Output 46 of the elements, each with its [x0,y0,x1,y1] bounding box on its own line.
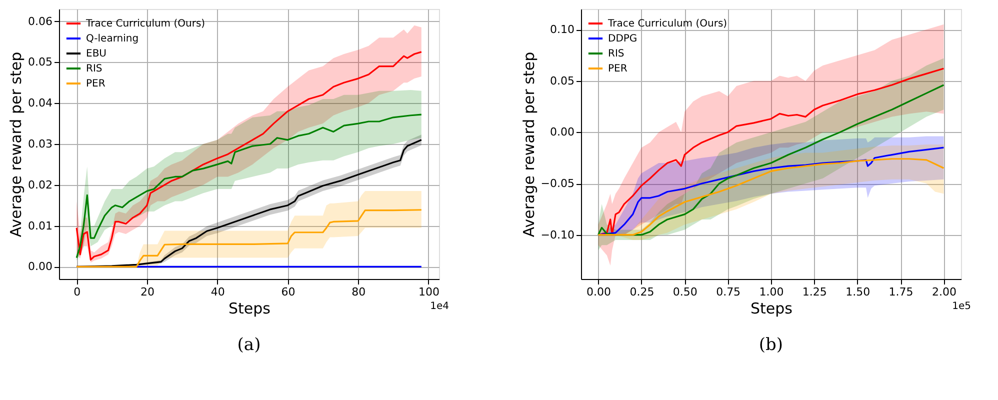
y-tick-label: 0.00 [550,126,574,139]
legend-label: Trace Curriculum (Ours) [85,18,206,30]
x-axis-title: Steps [228,300,271,318]
y-tick-label: 0.06 [28,14,52,28]
legend-label: PER [86,78,106,90]
x-tick-label: 2.00 [932,286,956,298]
legend-label: PER [608,64,628,74]
y-axis-title: Average reward per step [520,52,538,238]
x-tick-label: 1.25 [802,286,827,298]
y-tick-label: 0.02 [28,178,52,192]
text: 1e4 [430,301,449,312]
x-tick-label: 1.75 [888,286,914,298]
line-series [76,209,422,268]
x-tick-label: 0.50 [672,286,698,298]
text: 1e5 [952,301,971,312]
y-tick-label: 0.05 [550,74,574,88]
y-tick-label: 0.03 [28,138,52,150]
y-tick-label: 0.04 [28,96,52,110]
x-tick-label: 1.50 [846,286,870,298]
x-tick-label: 60 [281,286,296,298]
legend-label: RIS [86,64,102,74]
legend-label: DDPG [608,34,638,44]
legend-label: RIS [608,48,624,60]
y-tick-label: 0.00 [28,260,52,274]
x-axis-title: Steps [750,300,793,318]
legend-label: Trace Curriculum (Ours) [607,18,728,30]
x-tick-label: 0 [74,286,81,298]
x-tick-label: 40 [210,286,225,298]
legend-label: EBU [86,48,106,60]
y-axis-title: Average reward per step [7,52,26,238]
text: (a) [237,335,261,355]
text: (b) [758,335,784,355]
x-tick-label: 80 [352,286,366,298]
legend-label: Q-learning [86,34,139,44]
x-tick-label: 100 [418,286,440,298]
y-tick-label: −0.05 [540,177,574,190]
x-tick-label: 1.00 [759,286,784,298]
x-tick-label: 20 [140,286,154,298]
y-tick-label: 0.05 [28,56,52,69]
y-tick-label: 0.01 [28,219,52,232]
x-tick-label: 0.75 [716,286,741,298]
y-tick-label: 0.10 [550,23,574,36]
x-tick-label: 0.00 [586,286,612,298]
y-tick-label: −0.10 [540,228,574,242]
line-series [76,114,422,259]
x-tick-label: 0.25 [630,286,654,298]
